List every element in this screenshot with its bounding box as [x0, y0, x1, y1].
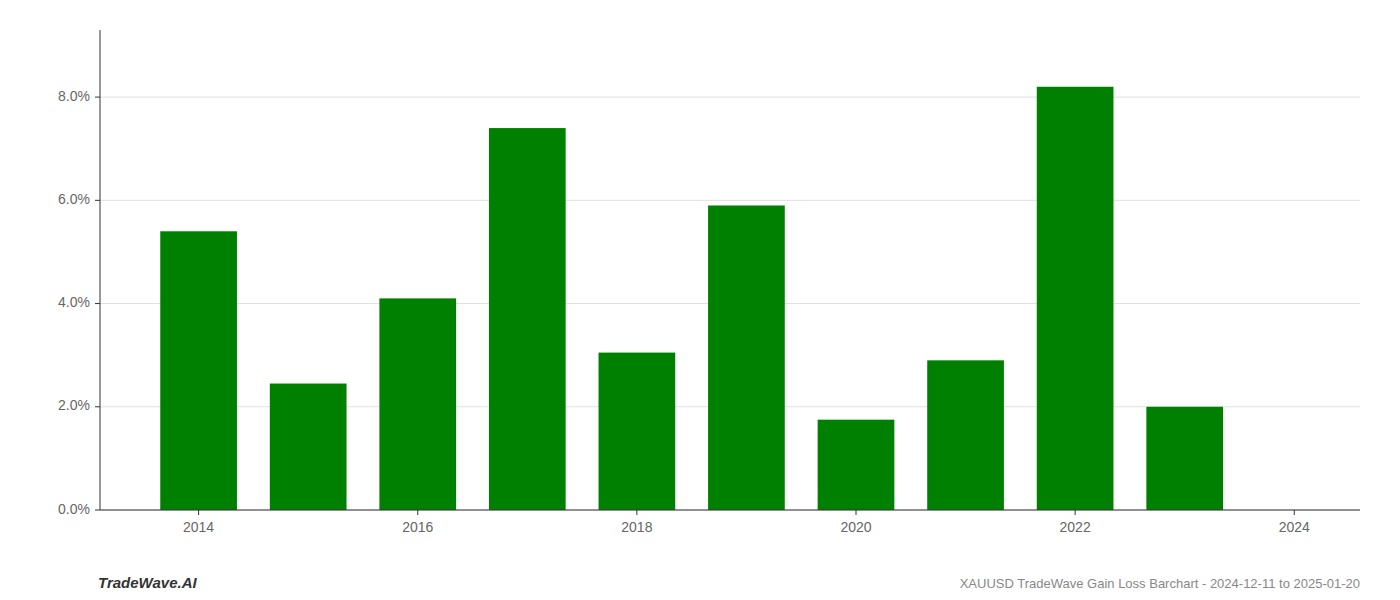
y-tick: [95, 200, 100, 201]
bar: [270, 384, 347, 510]
chart-container: 0.0% 2.0% 4.0% 6.0% 8.0% 2014 2016 2018 2020 2022…: [0, 0, 1400, 600]
x-tick-label: 2016: [402, 519, 433, 535]
bar: [708, 205, 785, 510]
y-tick-label: 0.0%: [58, 501, 90, 517]
x-tick-label: 2018: [621, 519, 652, 535]
grid-line: [100, 97, 1360, 98]
y-tick: [95, 406, 100, 407]
bar: [1037, 87, 1114, 510]
y-tick-label: 4.0%: [58, 294, 90, 310]
bar: [927, 360, 1004, 510]
y-axis-line: [100, 30, 101, 510]
x-tick-label: 2014: [183, 519, 214, 535]
x-tick: [1075, 510, 1076, 515]
y-tick-label: 6.0%: [58, 191, 90, 207]
x-tick: [856, 510, 857, 515]
x-tick-label: 2020: [840, 519, 871, 535]
bar: [818, 420, 895, 510]
grid: [100, 97, 1360, 510]
y-tick: [95, 97, 100, 98]
x-tick: [198, 510, 199, 515]
bar: [379, 298, 456, 510]
bars: [160, 87, 1223, 510]
x-tick: [636, 510, 637, 515]
y-tick: [95, 510, 100, 511]
grid-line: [100, 200, 1360, 201]
bar: [1146, 407, 1223, 510]
bar: [599, 353, 676, 510]
y-tick: [95, 303, 100, 304]
chart-svg: 0.0% 2.0% 4.0% 6.0% 8.0% 2014 2016 2018 2020 2022…: [0, 0, 1400, 600]
x-tick: [1294, 510, 1295, 515]
footer-left: TradeWave.AI: [98, 574, 197, 591]
x-tick: [417, 510, 418, 515]
background: [0, 0, 1400, 600]
y-tick-label: 8.0%: [58, 88, 90, 104]
footer-right: XAUUSD TradeWave Gain Loss Barchart - 20…: [960, 576, 1360, 591]
x-axis-line: [100, 510, 1360, 511]
x-tick-label: 2024: [1279, 519, 1310, 535]
y-tick-label: 2.0%: [58, 397, 90, 413]
bar: [160, 231, 237, 510]
grid-line: [100, 510, 1360, 511]
x-tick-label: 2022: [1060, 519, 1091, 535]
axes: 0.0% 2.0% 4.0% 6.0% 8.0% 2014 2016 2018 2020 2022…: [58, 30, 1360, 535]
bar: [489, 128, 566, 510]
